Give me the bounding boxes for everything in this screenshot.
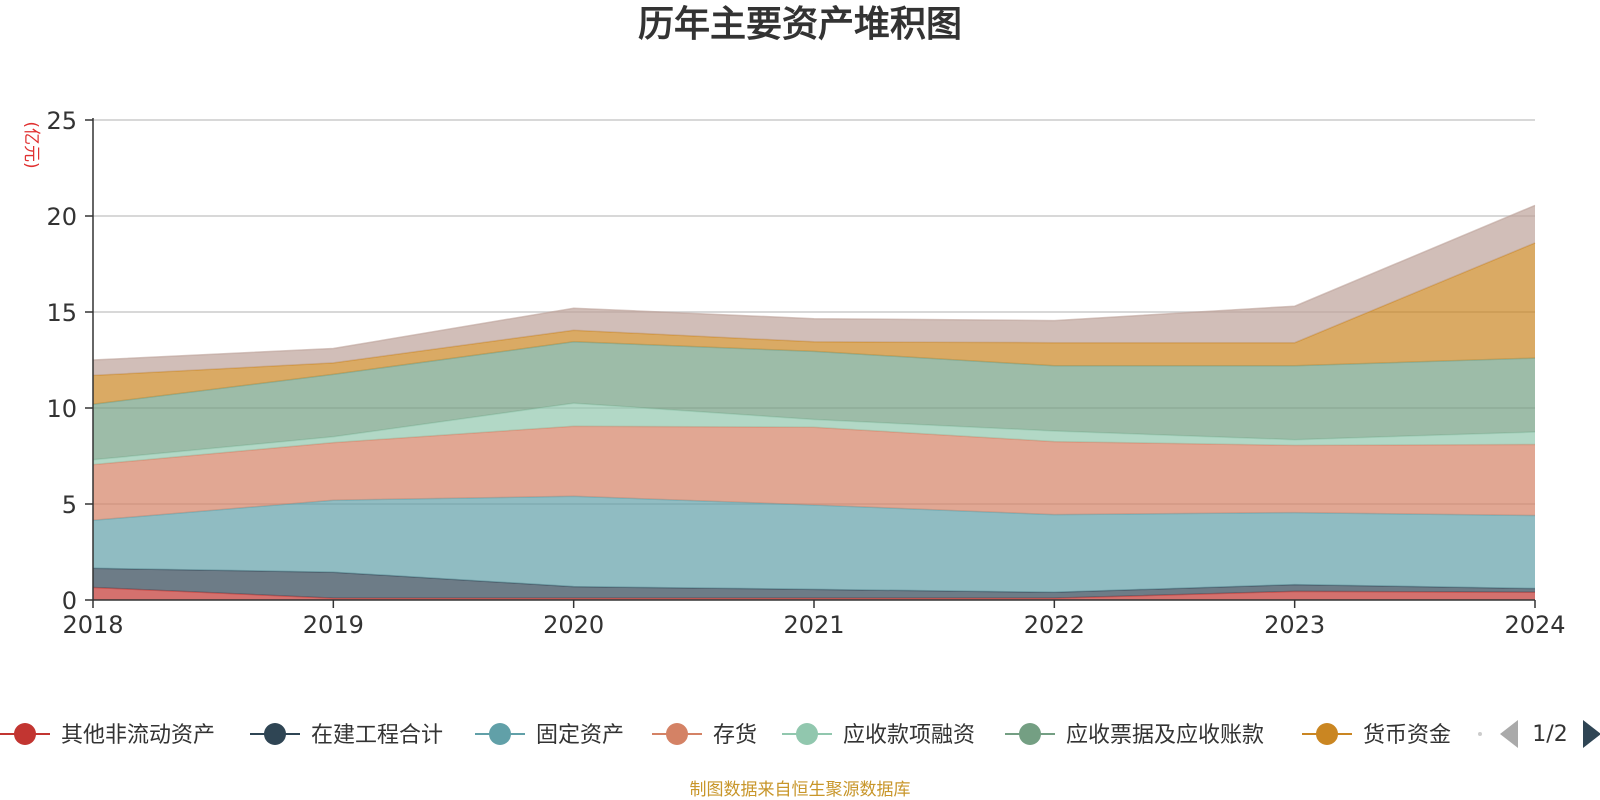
legend-item-label: 应收款项融资 xyxy=(843,723,975,748)
area-series-4 xyxy=(93,403,1535,465)
area-series-5 xyxy=(93,341,1535,460)
area-series-1 xyxy=(93,568,1535,599)
x-tick-label: 2018 xyxy=(62,611,123,639)
axes: 0 5 10 15 20 25 2018 2019 2020 2021 2022 2023 2024 xyxy=(46,107,1565,639)
legend-overflow-dot xyxy=(1478,732,1482,736)
legend-item-label: 应收票据及应收账款 xyxy=(1066,723,1264,748)
x-tick-label: 2020 xyxy=(543,611,604,639)
area-series-2 xyxy=(93,496,1535,593)
area-series-0 xyxy=(93,587,1535,600)
x-tick-label: 2024 xyxy=(1504,611,1565,639)
chart-title: 历年主要资产堆积图 xyxy=(638,4,962,45)
legend-circle-marker xyxy=(796,723,818,745)
legend-item[interactable]: 固定资产 xyxy=(475,723,624,748)
x-tick-label: 2021 xyxy=(783,611,844,639)
legend-item[interactable]: 存货 xyxy=(652,723,757,748)
x-tick-label: 2019 xyxy=(303,611,364,639)
legend-item-label: 其他非流动资产 xyxy=(61,723,215,748)
legend-pager: 1/2 xyxy=(1500,720,1600,748)
legend-item[interactable]: 应收款项融资 xyxy=(782,723,975,748)
legend-item-label: 固定资产 xyxy=(536,723,624,748)
y-axis-unit-label: (亿元) xyxy=(21,121,41,168)
area-series-6 xyxy=(93,242,1535,405)
legend-circle-marker xyxy=(666,723,688,745)
legend: 其他非流动资产 在建工程合计 固定资产 存货 应收款项融资 应收票据及应收账款 货币资金 xyxy=(0,723,1482,748)
legend-item[interactable]: 在建工程合计 xyxy=(250,723,443,748)
area-series-7 xyxy=(93,205,1535,376)
legend-circle-marker xyxy=(264,723,286,745)
legend-item-label: 在建工程合计 xyxy=(311,723,443,748)
area-series-group xyxy=(92,204,1536,600)
y-tick-label: 25 xyxy=(46,107,77,135)
legend-circle-marker xyxy=(489,723,511,745)
legend-prev-page-icon[interactable] xyxy=(1500,720,1518,748)
data-source-note: 制图数据来自恒生聚源数据库 xyxy=(690,780,911,800)
legend-item[interactable]: 应收票据及应收账款 xyxy=(1005,723,1264,748)
area-series-3 xyxy=(93,426,1535,521)
legend-circle-marker xyxy=(1019,723,1041,745)
x-tick-label: 2023 xyxy=(1264,611,1325,639)
y-tick-label: 0 xyxy=(62,587,77,615)
y-tick-label: 10 xyxy=(46,395,77,423)
legend-circle-marker xyxy=(1316,723,1338,745)
legend-item[interactable]: 货币资金 xyxy=(1302,723,1451,748)
legend-item-label: 货币资金 xyxy=(1363,723,1451,748)
legend-circle-marker xyxy=(14,723,36,745)
y-tick-label: 5 xyxy=(62,491,77,519)
legend-page-indicator: 1/2 xyxy=(1532,722,1567,747)
y-tick-label: 15 xyxy=(46,299,77,327)
x-tick-label: 2022 xyxy=(1024,611,1085,639)
y-tick-label: 20 xyxy=(46,203,77,231)
legend-item-label: 存货 xyxy=(713,723,757,748)
legend-next-page-icon[interactable] xyxy=(1583,720,1600,748)
legend-item[interactable]: 其他非流动资产 xyxy=(0,723,215,748)
area-series-line-7 xyxy=(92,204,1536,361)
